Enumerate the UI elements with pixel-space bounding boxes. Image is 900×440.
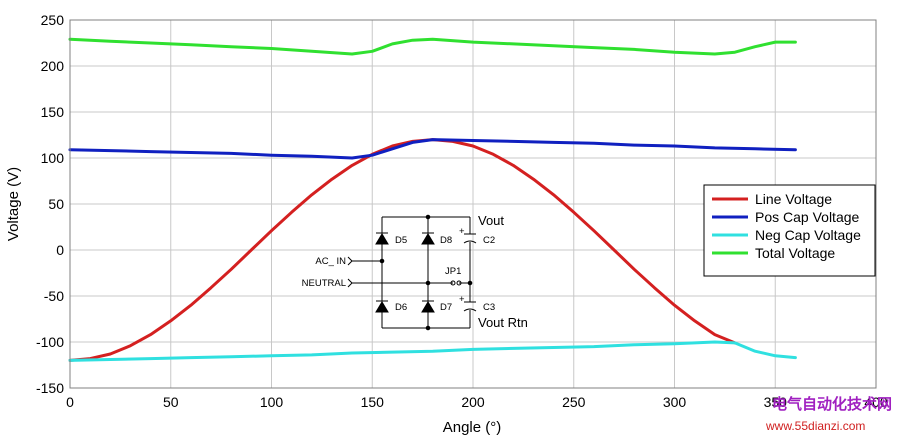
- x-axis-title: Angle (°): [443, 419, 502, 436]
- label-jp1: JP1: [445, 266, 461, 277]
- diode-d5-symbol: [375, 233, 389, 245]
- label-c3: C3: [483, 302, 495, 313]
- x-tick-label: 100: [260, 394, 284, 410]
- cap-c3-plate-bottom: [463, 308, 477, 312]
- label-d8: D8: [440, 235, 452, 246]
- x-tick-label: 200: [461, 394, 485, 410]
- jp1-pin-left: [450, 280, 456, 286]
- legend-label-neg-cap-voltage: Neg Cap Voltage: [755, 227, 861, 243]
- watermark-cn: 电气自动化技术网: [772, 395, 892, 413]
- x-tick-label: 50: [163, 394, 179, 410]
- label-ac-in: AC_ IN: [315, 256, 346, 267]
- series-line-total-voltage: [68, 37, 797, 56]
- y-tick-label: 200: [41, 58, 65, 74]
- x-tick-labels: 0 50 100 150 200 250 300 350 400: [66, 394, 888, 410]
- legend-label-total-voltage: Total Voltage: [755, 245, 835, 261]
- y-axis-title: Voltage (V): [5, 167, 22, 241]
- series-line-neg-cap-voltage: [68, 340, 797, 362]
- series-line-line-voltage: [68, 138, 737, 362]
- junction-dot: [379, 258, 385, 264]
- legend-label-pos-cap-voltage: Pos Cap Voltage: [755, 209, 860, 225]
- label-plus-c3: +: [459, 294, 465, 305]
- label-d7: D7: [440, 302, 452, 313]
- label-c2: C2: [483, 235, 495, 246]
- label-vout: Vout: [478, 213, 504, 228]
- legend: Line Voltage Pos Cap Voltage Neg Cap Volta…: [703, 184, 876, 277]
- y-tick-label: 150: [41, 104, 65, 120]
- junction-dot: [425, 325, 431, 331]
- schematic-labels: D5 D8 D6 D7 C2 C3 + + JP1 AC_ IN NEUTRAL…: [302, 213, 528, 330]
- y-tick-label: -100: [36, 334, 64, 350]
- diode-d6-symbol: [375, 301, 389, 313]
- series-group: [68, 37, 797, 362]
- junction-dot: [425, 214, 431, 220]
- plot-frame: [69, 19, 877, 389]
- y-tick-label: 100: [41, 150, 65, 166]
- neutral-arrow: [347, 278, 353, 288]
- label-neutral: NEUTRAL: [302, 278, 346, 289]
- series-line-pos-cap-voltage: [68, 138, 797, 160]
- label-d5: D5: [395, 235, 407, 246]
- y-tick-label: -50: [44, 288, 64, 304]
- junction-dot: [425, 280, 431, 286]
- label-vout-rtn: Vout Rtn: [478, 315, 528, 330]
- label-d6: D6: [395, 302, 407, 313]
- y-tick-labels: 250 200 150 100 50 0 -50 -100 -150: [36, 12, 64, 396]
- x-tick-label: 400: [864, 394, 888, 410]
- ac-in-arrow: [347, 256, 353, 266]
- schematic: [347, 214, 477, 331]
- diode-d7-symbol: [421, 301, 435, 313]
- y-tick-label: -150: [36, 380, 64, 396]
- x-tick-label: 0: [66, 394, 74, 410]
- y-tick-label: 0: [56, 242, 64, 258]
- jp1-pin-right: [456, 280, 462, 286]
- legend-label-line-voltage: Line Voltage: [755, 191, 832, 207]
- x-tick-label: 150: [361, 394, 385, 410]
- diode-d8-symbol: [421, 233, 435, 245]
- y-tick-label: 50: [48, 196, 64, 212]
- x-tick-label: 350: [764, 394, 788, 410]
- junction-dot: [467, 280, 473, 286]
- y-tick-label: 250: [41, 12, 65, 28]
- cap-c2-plate-bottom: [463, 240, 477, 244]
- x-tick-label: 250: [562, 394, 586, 410]
- legend-items: Line Voltage Pos Cap Voltage Neg Cap Volta…: [712, 191, 861, 261]
- x-tick-label: 300: [663, 394, 687, 410]
- watermark-url: www.55dianzi.com: [765, 419, 865, 433]
- label-plus-c2: +: [459, 226, 465, 237]
